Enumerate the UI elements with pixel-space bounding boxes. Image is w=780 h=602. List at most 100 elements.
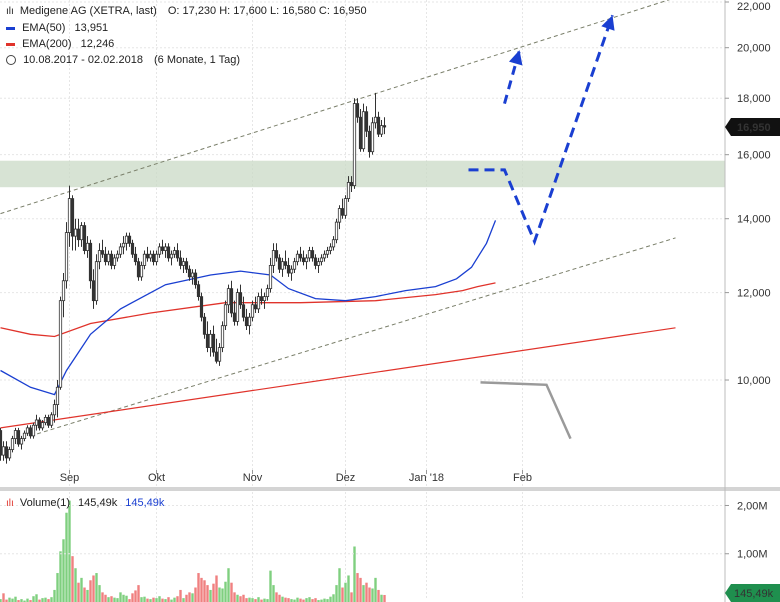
candle-body	[172, 250, 177, 255]
candle-body	[301, 257, 306, 263]
candle	[103, 246, 108, 266]
candle	[193, 269, 198, 289]
volume-bar	[101, 592, 104, 602]
candle	[334, 218, 339, 244]
candle-body	[241, 304, 246, 318]
candle	[4, 441, 9, 464]
candle	[367, 125, 372, 158]
volume-bar	[320, 599, 323, 602]
volume-bar	[179, 589, 182, 602]
candle-body	[130, 242, 135, 255]
candle	[325, 246, 330, 258]
candle-body	[142, 253, 147, 266]
candle	[271, 243, 276, 274]
candle	[346, 176, 351, 202]
candle	[79, 222, 84, 247]
candle-body	[100, 250, 105, 255]
candle-body	[373, 116, 378, 124]
candle	[85, 236, 90, 258]
candle-body	[175, 250, 180, 259]
volume-bar	[218, 587, 221, 602]
volume-bar	[224, 581, 227, 602]
volume-bar	[278, 594, 281, 602]
candle	[340, 198, 345, 219]
volume-bar	[374, 577, 377, 602]
ema50-label: EMA(50)	[22, 22, 66, 34]
volume-bar	[125, 595, 128, 602]
last-volume-marker	[725, 584, 780, 602]
candle-body	[280, 261, 285, 270]
volume-bar	[140, 597, 143, 602]
candle	[49, 412, 54, 428]
candle	[124, 232, 129, 251]
candle	[304, 254, 309, 270]
candle	[16, 427, 21, 447]
volume-bar	[230, 582, 233, 602]
candle-body	[184, 261, 189, 270]
last-price-label: 16,950	[737, 122, 771, 134]
candle-body	[166, 246, 171, 259]
candle-body	[358, 116, 363, 150]
volume-bar	[131, 593, 134, 602]
time-tick-label: Nov	[243, 472, 263, 484]
candle-body	[214, 351, 219, 362]
candle	[181, 257, 186, 274]
candle-body	[382, 125, 387, 128]
channel-lower-line	[30, 237, 676, 437]
volume-bar	[377, 589, 380, 602]
candle	[58, 296, 63, 390]
candle	[223, 300, 228, 330]
candle	[337, 205, 342, 230]
candle-body	[121, 242, 126, 248]
panel-separator	[0, 487, 780, 491]
candle-body	[82, 225, 87, 251]
candle	[250, 300, 255, 322]
candle-body	[313, 257, 318, 266]
candle	[148, 250, 153, 262]
candle-body	[205, 333, 210, 348]
ema50-legend: EMA(50) 13,951	[6, 22, 108, 34]
candle-body	[79, 225, 84, 241]
candle-body	[193, 272, 198, 286]
candle	[358, 108, 363, 152]
instrument-legend: ılı Medigene AG (XETRA, last) O: 17,230 …	[6, 5, 367, 17]
candle	[316, 257, 321, 274]
volume-bar	[14, 596, 17, 602]
volume-value-blue: 145,49k	[125, 497, 165, 509]
candle-body	[148, 253, 153, 259]
volume-bar	[335, 585, 338, 602]
candle	[292, 257, 297, 274]
ema200-line	[0, 282, 496, 338]
projection-arrowhead	[601, 15, 615, 31]
candle	[31, 422, 36, 439]
candle	[199, 292, 204, 322]
volume-bar	[227, 568, 230, 602]
volume-bar	[176, 596, 179, 602]
volume-bar	[128, 599, 131, 602]
volume-bar	[197, 573, 200, 602]
candle-body	[16, 430, 21, 445]
candle-body	[34, 419, 39, 426]
volume-bar	[182, 598, 185, 602]
volume-bar	[107, 597, 110, 602]
candle-body	[97, 250, 102, 263]
volume-bar	[149, 599, 152, 602]
candle-body	[109, 253, 114, 266]
candle-body	[250, 304, 255, 318]
candle-body	[73, 228, 78, 237]
candle-body	[19, 438, 24, 445]
candle-body	[106, 253, 111, 263]
volume-bar	[365, 582, 368, 602]
volume-bar	[296, 597, 299, 602]
volume-bar	[248, 597, 251, 602]
candle-body	[46, 416, 51, 426]
candle-body	[61, 280, 66, 302]
candle	[274, 243, 279, 262]
volume-bar	[308, 597, 311, 602]
volume-bar	[188, 592, 191, 602]
candle-body	[352, 103, 357, 187]
projection	[468, 14, 615, 440]
price-tick-label: 14,000	[737, 214, 771, 226]
price-tick-label: 22,000	[737, 1, 771, 13]
volume-bar	[83, 587, 86, 602]
